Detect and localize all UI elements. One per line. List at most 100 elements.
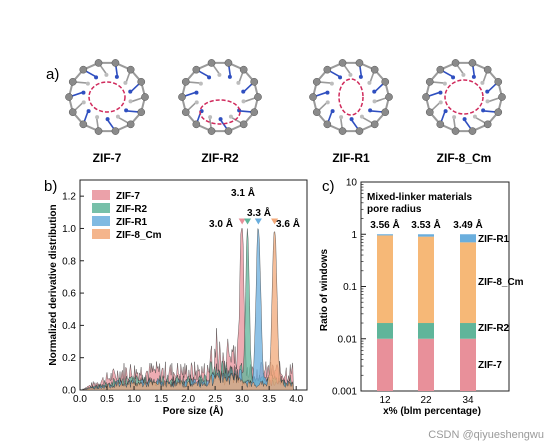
- legend-label: ZIF-8_Cm: [116, 230, 162, 241]
- pore-window-outline: [88, 81, 126, 113]
- atom: [425, 108, 434, 117]
- structure-3: ZIF-R1: [309, 59, 393, 165]
- atom: [372, 89, 377, 94]
- peak-label: 3.1 Å: [231, 186, 255, 199]
- bar-segment-zif-8-cm: [418, 236, 434, 324]
- atom: [436, 65, 445, 74]
- y-tick-label: 0.2: [62, 353, 76, 364]
- x-tick-label: 1.0: [127, 394, 141, 405]
- atom: [141, 93, 149, 101]
- pore-window-outline: [199, 99, 241, 125]
- atom: [485, 89, 490, 94]
- atom: [128, 99, 133, 104]
- atom: [81, 100, 86, 105]
- atom: [494, 108, 503, 117]
- atom: [94, 59, 103, 67]
- panel-a-label: a): [46, 66, 59, 83]
- structure-label: ZIF-R2: [201, 151, 239, 165]
- atom: [68, 108, 77, 117]
- atom: [81, 90, 86, 95]
- atom: [483, 65, 492, 74]
- atom: [105, 117, 110, 122]
- atom: [348, 72, 353, 77]
- atom: [241, 99, 246, 104]
- atom: [192, 65, 201, 74]
- bar-segment-zif-7: [377, 338, 393, 391]
- atom: [452, 115, 457, 120]
- atom: [239, 65, 248, 74]
- x-tick-label: 2.5: [208, 394, 222, 405]
- atom: [329, 81, 334, 86]
- atom: [123, 80, 128, 85]
- atom: [181, 77, 190, 86]
- bar-segment-zif-r1: [460, 234, 476, 243]
- atom: [442, 81, 447, 86]
- atom: [178, 93, 186, 101]
- peak-label: 3.3 Å: [247, 206, 271, 219]
- series-area-zif-r1: [82, 227, 294, 391]
- atom: [338, 75, 343, 80]
- structure-label: ZIF-R1: [332, 151, 370, 165]
- atom: [236, 80, 241, 85]
- y-tick-label: 0.6: [62, 289, 76, 300]
- watermark: CSDN @qiyueshengwu: [428, 429, 544, 441]
- atom: [79, 65, 88, 74]
- atom: [239, 120, 248, 129]
- atom: [355, 59, 364, 67]
- atom: [218, 117, 223, 122]
- segment-label: ZIF-R2: [478, 323, 510, 334]
- atom: [241, 89, 246, 94]
- atom: [462, 117, 467, 122]
- x-tick-label: 1.5: [154, 394, 168, 405]
- y-tick-label: 0.001: [332, 387, 357, 398]
- atom: [358, 74, 363, 79]
- atom: [250, 77, 259, 86]
- atom: [86, 109, 91, 114]
- peak-marker: [244, 218, 252, 225]
- atom: [485, 99, 490, 104]
- atom: [111, 127, 120, 135]
- atom: [422, 93, 430, 101]
- atom: [443, 109, 448, 114]
- pore-size-chart: 0.0 0.5 1.0 1.5 2.0 2.5 3.0 3.5 4.0 0.0 0.2 0.4 0.6 0…: [48, 179, 308, 417]
- panel-c-label: c): [322, 178, 335, 195]
- atom: [438, 90, 443, 95]
- atom: [228, 114, 233, 119]
- atom: [198, 81, 203, 86]
- atom: [385, 93, 393, 101]
- atom: [451, 75, 456, 80]
- atom: [451, 127, 460, 135]
- atom: [312, 108, 321, 117]
- structure-1: ZIF-7: [65, 59, 149, 165]
- peak-marker: [238, 218, 246, 225]
- atom: [85, 81, 90, 86]
- atom: [461, 72, 466, 77]
- atom: [451, 59, 460, 67]
- atom: [480, 80, 485, 85]
- bar-segment-zif-8-cm: [377, 235, 393, 324]
- atom: [126, 120, 135, 129]
- legend-swatch: [92, 203, 110, 213]
- atom: [370, 65, 379, 74]
- atom: [104, 72, 109, 77]
- atom: [330, 109, 335, 114]
- peak-label: 3.6 Å: [276, 217, 300, 230]
- structure-label: ZIF-7: [93, 151, 122, 165]
- structure-4: ZIF-8_Cm: [422, 59, 506, 165]
- y-tick-label: 1.2: [62, 192, 76, 203]
- chart-b-legend: ZIF-7 ZIF-R2 ZIF-R1 ZIF-8_Cm: [92, 190, 162, 241]
- atom: [208, 115, 213, 120]
- x-tick-label: 0.5: [100, 394, 114, 405]
- atom: [114, 74, 119, 79]
- atom: [349, 117, 354, 122]
- atom: [483, 120, 492, 129]
- y-tick-label: 10: [346, 178, 358, 189]
- atom: [498, 93, 506, 101]
- structure-2: ZIF-R2: [178, 59, 262, 165]
- atom: [468, 127, 477, 135]
- pore-window-outline: [444, 79, 484, 115]
- atom: [359, 114, 364, 119]
- chart-b-xlabel: Pore size (Å): [163, 404, 224, 417]
- atom: [224, 127, 233, 135]
